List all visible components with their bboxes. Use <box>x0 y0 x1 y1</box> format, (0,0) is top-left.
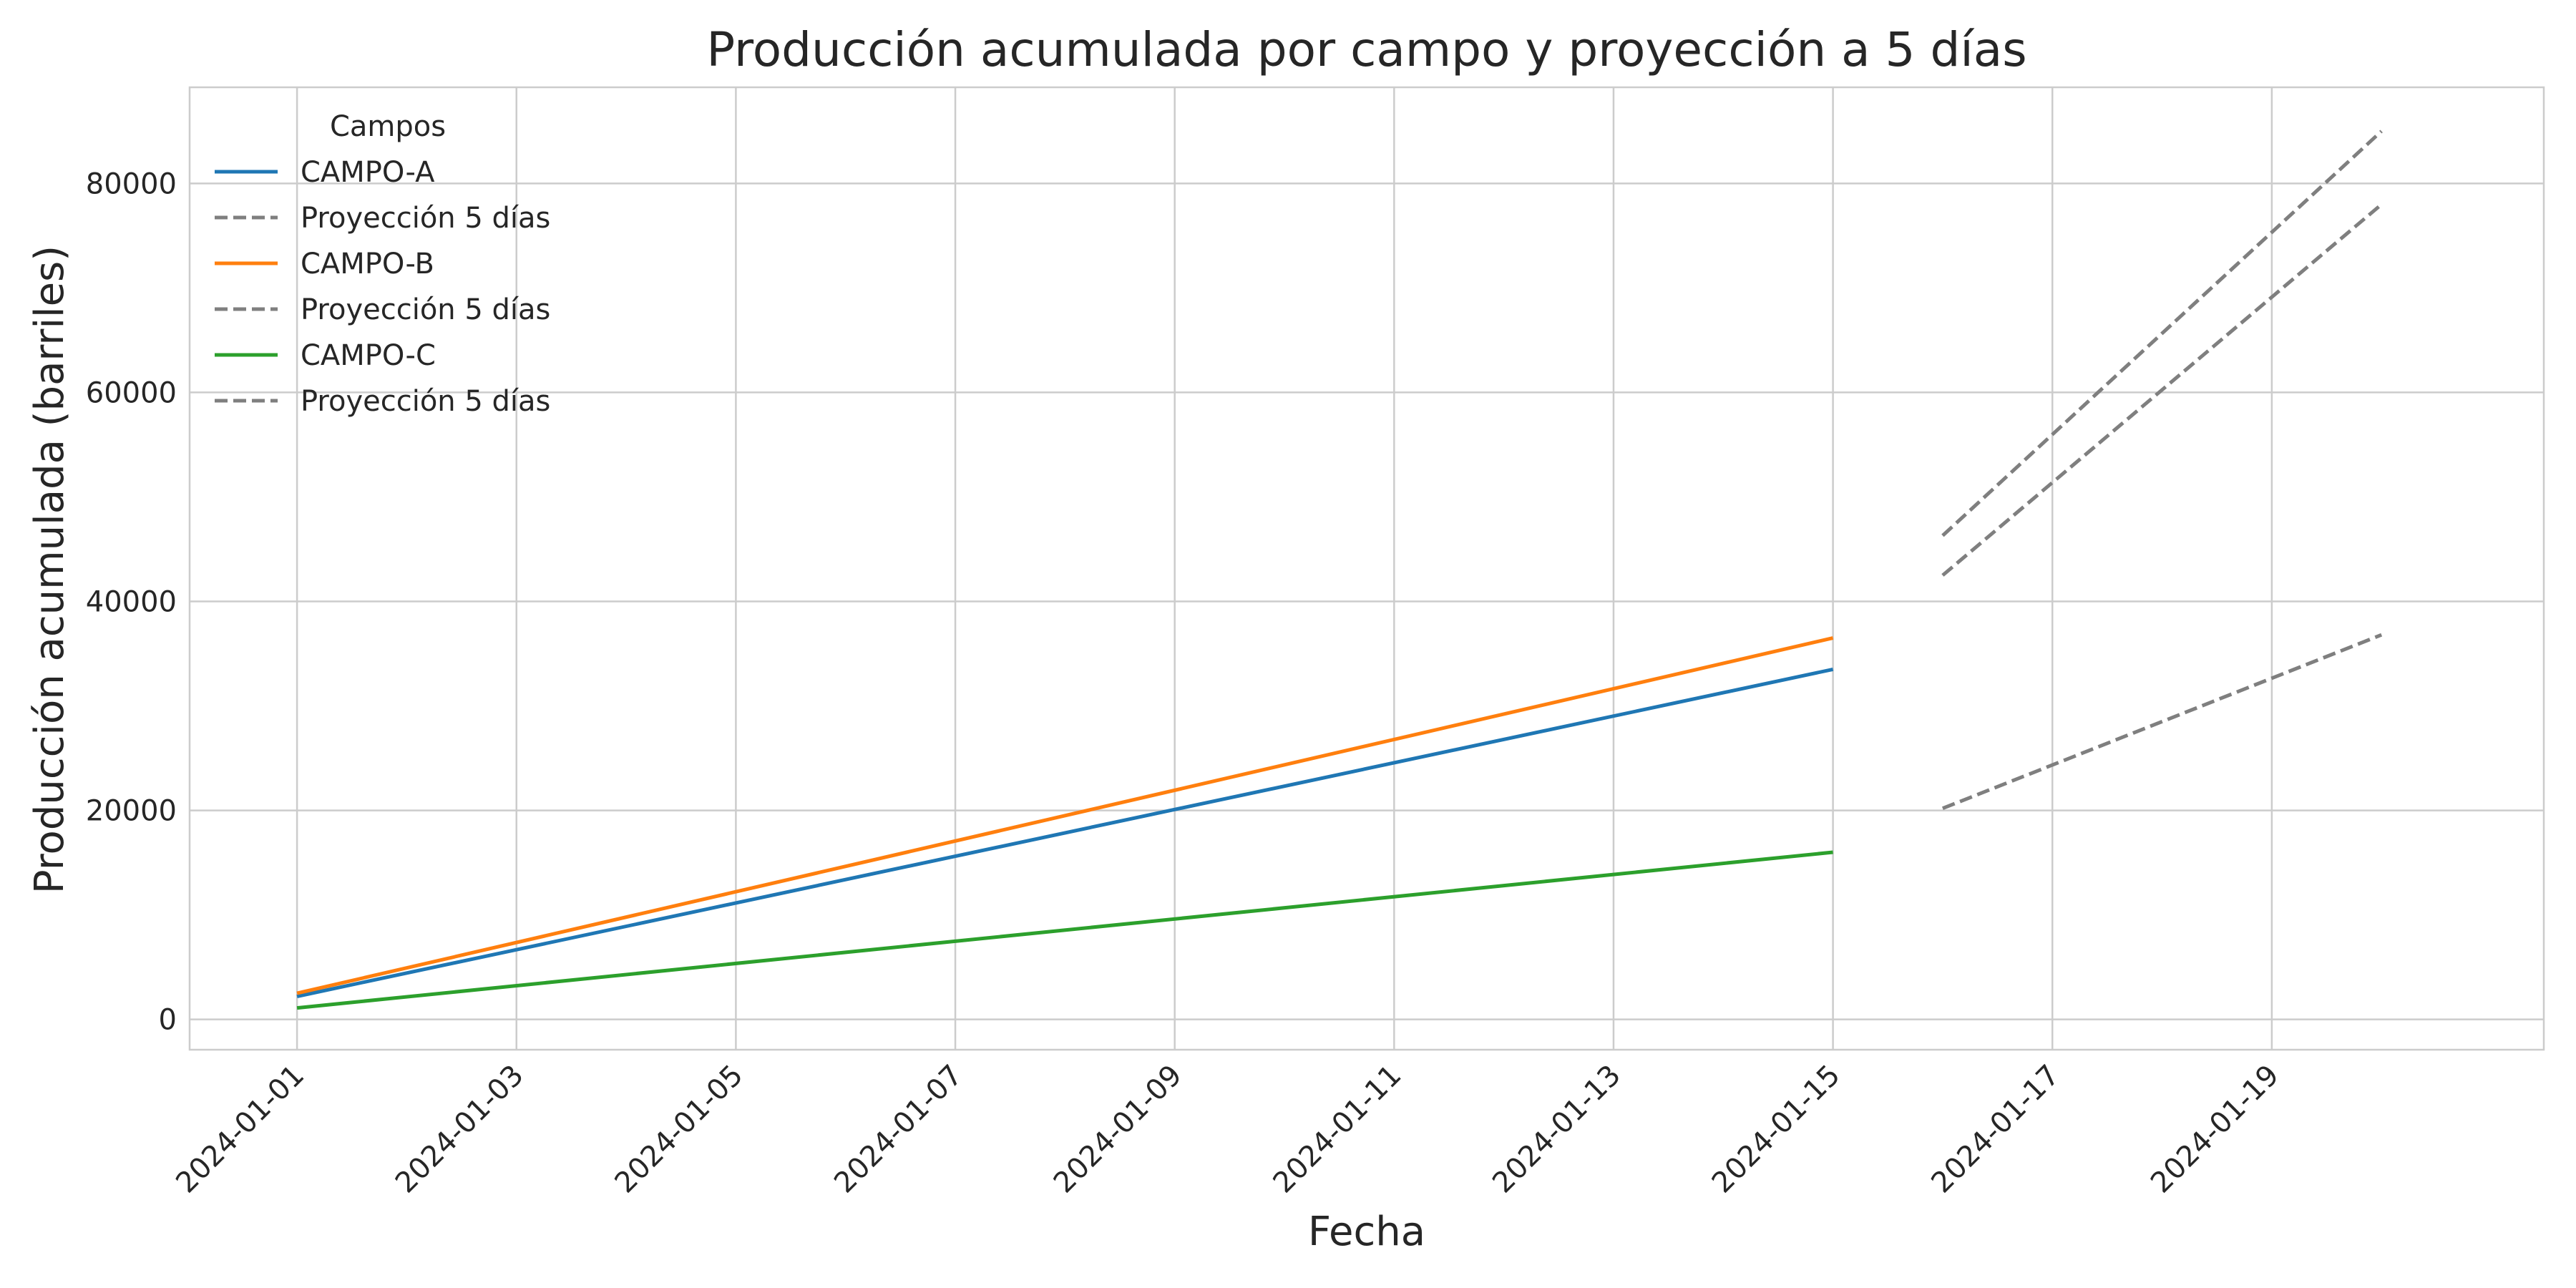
legend-label-3: Proyección 5 días <box>301 293 550 326</box>
series-layer <box>296 130 2383 1010</box>
legend-label-4: CAMPO-C <box>301 339 436 372</box>
legend-label-2: CAMPO-B <box>301 248 434 280</box>
legend-title: Campos <box>330 110 446 143</box>
series-line-1 <box>1941 203 2383 577</box>
x-axis-label: Fecha <box>1308 1209 1425 1255</box>
series-line-5 <box>1941 633 2383 811</box>
series-line-4 <box>296 850 1833 1010</box>
legend-label-1: Proyección 5 días <box>301 202 550 235</box>
chart-title: Producción acumulada por campo y proyecc… <box>706 22 2026 77</box>
legend-label-5: Proyección 5 días <box>301 385 550 418</box>
y-tick-label: 80000 <box>86 167 177 200</box>
plot-frame <box>188 86 2545 1051</box>
y-tick-label: 40000 <box>86 586 177 619</box>
legend-label-0: CAMPO-A <box>301 156 435 189</box>
y-tick-label: 60000 <box>86 376 177 409</box>
y-axis-ticks: 0 20000 40000 60000 80000 <box>86 167 177 1036</box>
series-line-2 <box>296 636 1834 995</box>
series-line-3 <box>1941 130 2383 537</box>
y-tick-label: 0 <box>159 1004 177 1037</box>
grid <box>190 87 2544 1050</box>
y-tick-label: 20000 <box>86 795 177 828</box>
y-axis-label: Producción acumulada (barriles) <box>26 245 73 894</box>
legend: Campos CAMPO-A Proyección 5 días CAMPO-B Pr… <box>215 110 550 418</box>
series-line-0 <box>296 667 1834 998</box>
